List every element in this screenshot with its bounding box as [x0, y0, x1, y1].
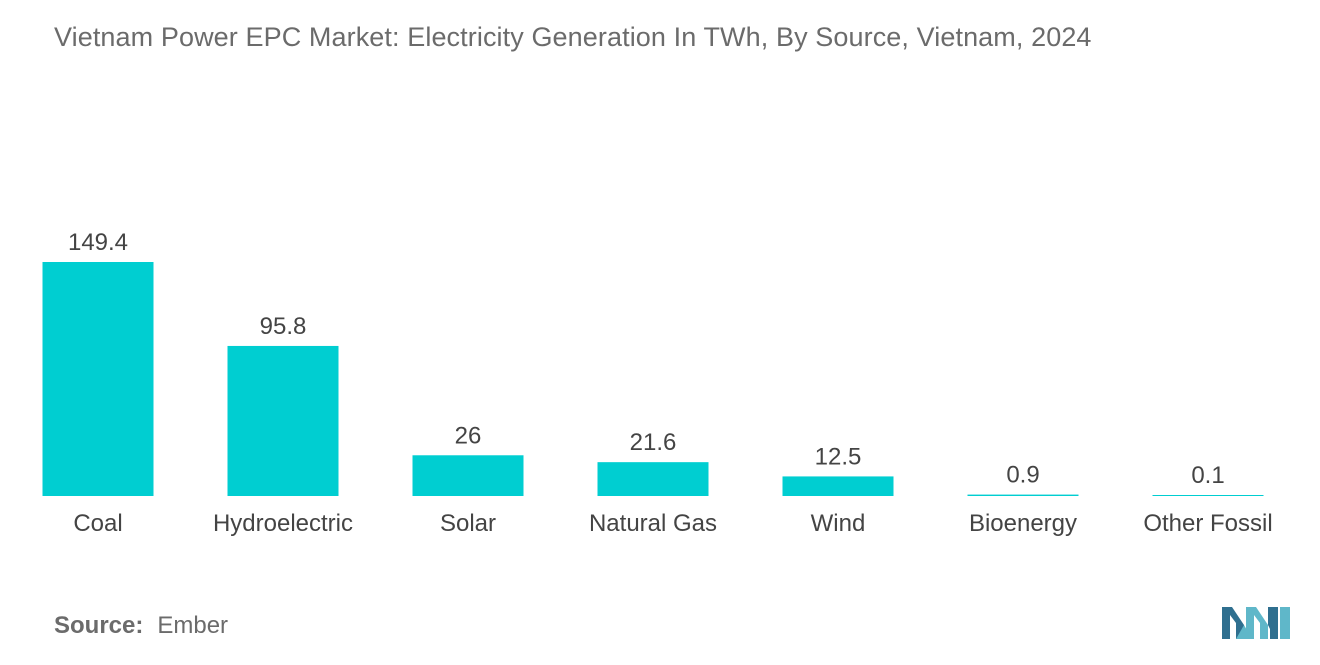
data-label: 0.9	[1006, 462, 1039, 489]
x-tick-label: Hydroelectric	[213, 510, 353, 537]
bar-solar	[412, 455, 524, 496]
bar-natural-gas	[597, 462, 709, 496]
data-label: 149.4	[68, 229, 128, 256]
data-label: 0.1	[1191, 462, 1224, 489]
bar-coal	[42, 262, 154, 496]
source-value: Ember	[157, 612, 229, 639]
bar-wind	[782, 476, 894, 496]
x-tick-label: Natural Gas	[589, 510, 717, 537]
data-label: 95.8	[260, 313, 307, 340]
data-label: 21.6	[630, 429, 677, 456]
x-tick-label: Wind	[811, 510, 866, 537]
data-label: 26	[455, 422, 482, 449]
x-tick-label: Solar	[440, 510, 496, 537]
brand-logo-icon	[1222, 607, 1290, 639]
source-line: Source: Ember	[54, 612, 228, 640]
x-tick-label: Bioenergy	[969, 510, 1077, 537]
x-tick-label: Coal	[73, 510, 122, 537]
chart-title: Vietnam Power EPC Market: Electricity Ge…	[54, 22, 1092, 52]
x-tick-label: Other Fossil	[1143, 510, 1272, 537]
source-label: Source:	[54, 612, 144, 639]
data-label: 12.5	[815, 443, 862, 470]
bar-bioenergy	[967, 494, 1079, 496]
bar-hydroelectric	[227, 345, 339, 496]
bar-other-fossil	[1152, 495, 1264, 496]
